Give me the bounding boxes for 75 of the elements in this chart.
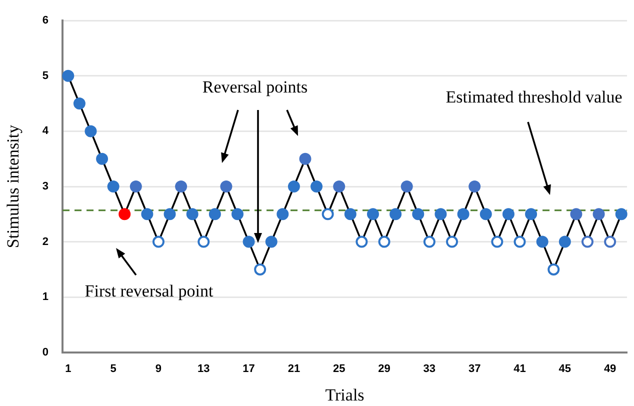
x-tick-label: 45 (558, 363, 572, 376)
x-tick-label: 1 (65, 363, 72, 376)
point (558, 236, 571, 248)
point (344, 208, 356, 220)
point (468, 180, 481, 192)
x-tick-label: 41 (514, 363, 526, 376)
point (96, 152, 108, 165)
point (356, 236, 368, 248)
x-tick-label: 37 (468, 363, 481, 376)
x-axis-title: Trials (325, 385, 364, 404)
point (548, 263, 560, 276)
point (186, 208, 198, 220)
point (434, 208, 447, 220)
x-tick-label: 25 (332, 363, 346, 376)
point (378, 236, 390, 248)
point (480, 208, 492, 220)
point (265, 236, 278, 248)
point (73, 98, 86, 110)
y-tick-label: 4 (42, 125, 50, 138)
point (175, 180, 188, 192)
point (366, 208, 379, 220)
annotation: Reversal points (202, 77, 308, 96)
x-tick-label: 17 (242, 363, 255, 376)
point (390, 208, 402, 220)
point (525, 208, 538, 220)
point (220, 180, 232, 192)
annotation: First reversal point (84, 281, 214, 300)
point (84, 125, 97, 138)
point (502, 208, 514, 220)
point (457, 208, 470, 220)
point (152, 236, 164, 248)
point (400, 180, 413, 192)
point (164, 208, 176, 220)
annotation: Estimated threshold value (446, 87, 622, 106)
point (242, 236, 255, 248)
point (107, 180, 120, 192)
x-tick-label: 49 (604, 363, 616, 376)
point (412, 208, 424, 220)
y-tick-label: 1 (42, 291, 49, 304)
point (333, 180, 346, 192)
point (322, 208, 334, 220)
y-tick-label: 6 (42, 14, 49, 27)
point (118, 208, 131, 220)
point (299, 152, 312, 165)
x-tick-label: 21 (288, 363, 300, 376)
point (310, 180, 323, 192)
point (276, 208, 289, 220)
point (615, 208, 628, 220)
point (604, 236, 616, 248)
point (198, 236, 210, 248)
x-tick-label: 5 (110, 363, 116, 376)
point (288, 180, 300, 192)
point (592, 208, 605, 220)
point (423, 236, 436, 248)
point (514, 236, 526, 248)
point (446, 236, 458, 248)
point (141, 208, 154, 220)
x-tick-label: 13 (198, 363, 210, 376)
point (130, 180, 142, 192)
y-tick-label: 5 (42, 70, 49, 82)
point (254, 263, 266, 276)
y-tick-label: 3 (42, 180, 49, 193)
point (62, 70, 74, 82)
y-axis-title: Stimulus intensity (4, 124, 23, 248)
y-tick-label: 2 (42, 236, 49, 248)
point (491, 236, 504, 248)
point (232, 208, 244, 220)
point (536, 236, 548, 248)
x-tick-label: 33 (423, 363, 436, 376)
point (570, 208, 582, 220)
x-tick-label: 29 (378, 363, 390, 376)
y-tick-label: 0 (42, 346, 49, 358)
x-tick-label: 9 (155, 363, 162, 376)
point (581, 236, 594, 248)
point (208, 208, 221, 220)
